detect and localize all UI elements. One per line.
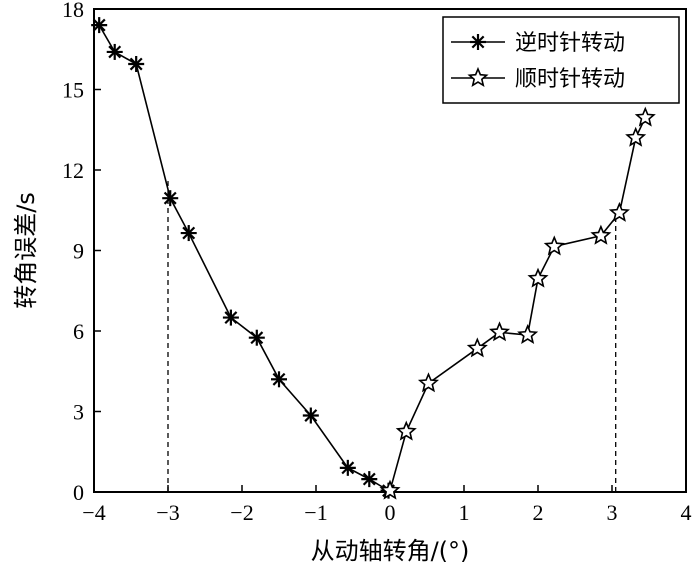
series-layer (91, 17, 656, 500)
x-tick-label: −4 (82, 500, 105, 525)
data-point (395, 420, 417, 441)
data-point (466, 337, 488, 358)
x-tick-label: −3 (156, 500, 179, 525)
y-tick-label: 6 (73, 319, 84, 344)
data-point (162, 190, 179, 207)
legend-label: 顺时针转动 (515, 67, 625, 92)
legend-label: 逆时针转动 (515, 31, 625, 56)
data-point (488, 321, 511, 342)
data-point (625, 126, 647, 147)
data-point (106, 43, 123, 60)
y-tick-label: 9 (73, 239, 84, 264)
legend-item: 顺时针转动 (451, 66, 625, 92)
data-point (91, 17, 108, 34)
data-point (527, 267, 549, 288)
series-1 (91, 17, 397, 499)
x-tick-label: 1 (459, 500, 470, 525)
y-tick-label: 12 (62, 158, 84, 183)
x-tick-label: 3 (607, 500, 618, 525)
data-point (543, 235, 565, 256)
data-point (222, 309, 239, 326)
data-point (180, 225, 197, 242)
data-point (517, 323, 539, 344)
series-line (389, 117, 647, 491)
y-tick-label: 3 (73, 400, 84, 425)
data-point (590, 224, 612, 245)
data-point (302, 407, 319, 424)
data-point (128, 56, 145, 73)
data-point (634, 106, 656, 127)
legend-item: 逆时针转动 (451, 31, 625, 56)
y-axis-label: 转角误差/s (12, 192, 40, 309)
x-tick-label: 4 (681, 500, 692, 525)
y-tick-label: 0 (73, 480, 84, 505)
data-point (361, 471, 378, 488)
series-2 (379, 106, 656, 500)
data-point (608, 201, 630, 222)
x-axis-label: 从动轴转角/(°) (311, 537, 470, 565)
data-point (248, 329, 265, 346)
data-point (271, 371, 287, 388)
legend-marker (467, 66, 489, 87)
y-tick-label: 18 (62, 0, 84, 22)
data-point (417, 372, 440, 393)
x-tick-label: 0 (385, 500, 396, 525)
y-axis-ticks: 0 3 6 9 12 15 18 (62, 0, 101, 505)
reference-lines (167, 178, 617, 492)
x-tick-label: −2 (230, 500, 253, 525)
data-point (379, 479, 401, 500)
legend-marker (470, 34, 486, 50)
x-tick-label: 2 (533, 500, 544, 525)
legend-box (442, 16, 680, 104)
data-point (339, 459, 356, 476)
series-line (98, 24, 389, 492)
x-tick-label: −1 (304, 500, 327, 525)
x-axis-ticks: −4 −3 −2 −1 0 1 2 3 4 (82, 485, 692, 525)
y-tick-label: 15 (62, 78, 84, 103)
